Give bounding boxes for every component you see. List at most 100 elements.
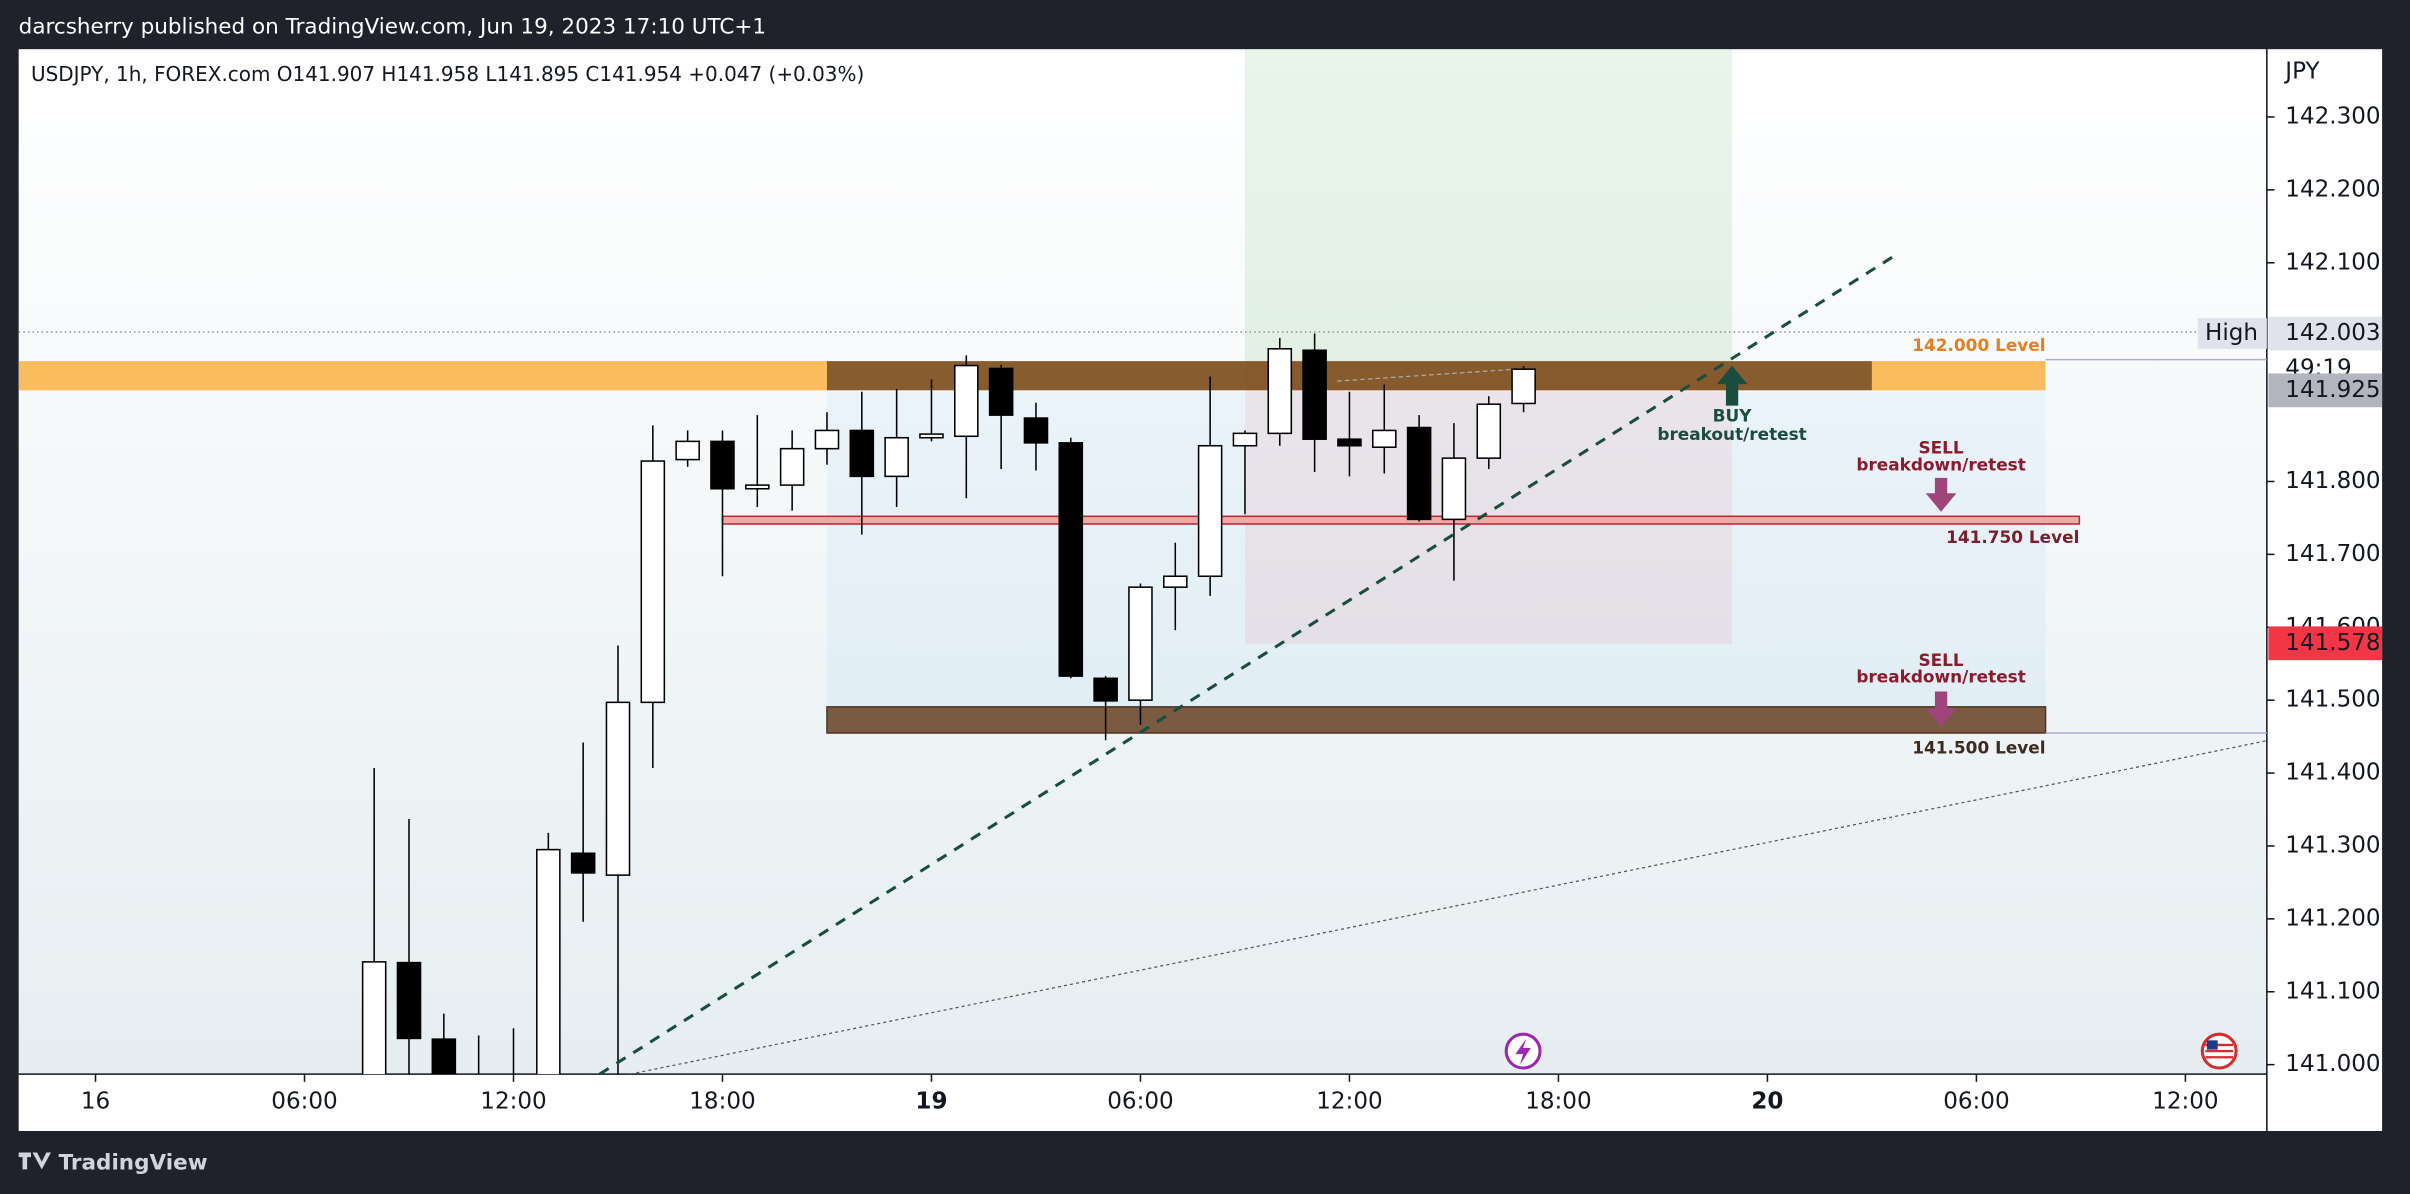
candle-body bbox=[605, 701, 631, 876]
annotation: SELL bbox=[1918, 438, 1963, 458]
y-tick-label: 141.800 bbox=[2285, 468, 2380, 494]
legend-bg bbox=[30, 58, 831, 93]
annotation: 142.000 Level bbox=[1912, 335, 2045, 355]
trend-line bbox=[598, 252, 1899, 1075]
price-marker-label: 141.925 bbox=[2285, 377, 2380, 403]
x-tick-label: 12:00 bbox=[2152, 1088, 2218, 1114]
publisher: darcsherry published on TradingView.com,… bbox=[19, 15, 766, 40]
candle-body bbox=[954, 364, 979, 438]
zone-142 bbox=[826, 361, 1872, 391]
x-tick-label: 16 bbox=[81, 1088, 110, 1114]
y-tick-label: 142.300 bbox=[2285, 103, 2380, 129]
price-marker-label: 142.003 bbox=[2285, 320, 2380, 346]
candle-body bbox=[779, 447, 805, 486]
marker-name: High bbox=[2205, 320, 2258, 346]
trend-line bbox=[630, 740, 2267, 1075]
annotation: BUY bbox=[1713, 405, 1753, 425]
candle-body bbox=[1476, 403, 1502, 459]
y-tick-label: 141.000 bbox=[2285, 1051, 2380, 1077]
price-marker bbox=[2268, 626, 2383, 661]
annotation: breakdown/retest bbox=[1856, 667, 2025, 687]
candle-body bbox=[1337, 438, 1362, 447]
price-marker bbox=[2268, 373, 2383, 408]
candle-body bbox=[1511, 368, 1536, 405]
candle-body bbox=[570, 852, 596, 874]
candle-body bbox=[1267, 348, 1293, 435]
axes: 141.000 141.100 141.200 141.300 141.400 141.5… bbox=[81, 103, 2383, 1114]
candle-body bbox=[536, 848, 561, 1075]
brand: TradingView bbox=[59, 1150, 208, 1175]
buy-arrow bbox=[1716, 365, 1748, 406]
y-tick-label: 141.500 bbox=[2285, 687, 2380, 713]
candle-body bbox=[640, 460, 666, 704]
x-tick-label: 12:00 bbox=[1316, 1088, 1382, 1114]
x-tick-label: 06:00 bbox=[1107, 1088, 1173, 1114]
x-tick-label: 18:00 bbox=[1525, 1088, 1591, 1114]
candle-body bbox=[1128, 586, 1153, 701]
y-tick-label: 141.400 bbox=[2285, 760, 2380, 786]
zone-142 bbox=[18, 361, 827, 391]
x-tick-label: 06:00 bbox=[271, 1088, 337, 1114]
candle-body bbox=[1371, 429, 1397, 448]
price-marker bbox=[2268, 316, 2383, 351]
x-tick-label: 18:00 bbox=[689, 1088, 755, 1114]
y-tick-label: 141.100 bbox=[2285, 978, 2380, 1004]
range-box bbox=[826, 391, 2046, 733]
legend: USDJPY, 1h, FOREX.com O141.907 H141.958 … bbox=[31, 62, 864, 86]
candle-body bbox=[1232, 432, 1258, 447]
annotation: breakout/retest bbox=[1657, 424, 1806, 444]
candle-body bbox=[849, 429, 875, 478]
candle-body bbox=[431, 1038, 457, 1075]
target-zone bbox=[1244, 49, 1733, 362]
x-tick-label: 20 bbox=[1751, 1088, 1783, 1114]
annotation: breakdown/retest bbox=[1856, 455, 2025, 475]
x-tick-label: 19 bbox=[915, 1088, 947, 1114]
price-marker-label: 141.578 bbox=[2285, 630, 2380, 656]
brand-logo bbox=[18, 1152, 51, 1170]
candle-body bbox=[361, 961, 387, 1075]
y-tick-label: 141.200 bbox=[2285, 905, 2380, 931]
sell-arrow bbox=[1925, 477, 1957, 512]
y-tick-label: 142.100 bbox=[2285, 249, 2380, 275]
candle-body bbox=[675, 440, 700, 461]
candle-body bbox=[1197, 444, 1223, 578]
time-axis bbox=[18, 1074, 2267, 1131]
candle-body bbox=[396, 961, 422, 1040]
candle-body bbox=[1093, 677, 1118, 702]
sell-arrow bbox=[1925, 691, 1957, 727]
marker-name-bg bbox=[2197, 318, 2267, 349]
y-tick-label: 142.200 bbox=[2285, 176, 2380, 202]
candle-body bbox=[1023, 417, 1049, 444]
overlay: 142.000 Level 141.750 Level 141.500 Leve… bbox=[598, 252, 2238, 1075]
event-icon bbox=[1515, 1038, 1531, 1065]
zone-142 bbox=[1871, 361, 2046, 391]
candle-body bbox=[884, 436, 909, 478]
candle-body bbox=[1302, 349, 1327, 440]
candle-body bbox=[1162, 575, 1188, 588]
drawings bbox=[18, 49, 2267, 1075]
annotation: 141.500 Level bbox=[1912, 737, 2045, 757]
trend-line bbox=[1337, 368, 1522, 382]
currency: JPY bbox=[2283, 59, 2320, 85]
candle-body bbox=[1058, 442, 1084, 677]
candle-body bbox=[745, 484, 770, 490]
flag-icon bbox=[2206, 1040, 2218, 1050]
candles bbox=[361, 333, 1536, 1075]
zone-1417 bbox=[721, 515, 2081, 525]
y-tick-label: 141.700 bbox=[2285, 541, 2380, 567]
candle-body bbox=[988, 367, 1014, 416]
y-tick-label: 141.300 bbox=[2285, 832, 2380, 858]
plot-area bbox=[18, 49, 2267, 1075]
annotation: SELL bbox=[1918, 650, 1963, 670]
x-tick-label: 06:00 bbox=[1943, 1088, 2009, 1114]
candle-body bbox=[1441, 457, 1467, 521]
x-tick-label: 12:00 bbox=[480, 1088, 546, 1114]
zone-1415 bbox=[826, 706, 2047, 734]
candle-body bbox=[1406, 426, 1432, 521]
candle-body bbox=[710, 440, 735, 490]
price-axis bbox=[2266, 49, 2383, 1131]
candle-body bbox=[814, 429, 840, 450]
annotation: 141.750 Level bbox=[1946, 527, 2079, 547]
